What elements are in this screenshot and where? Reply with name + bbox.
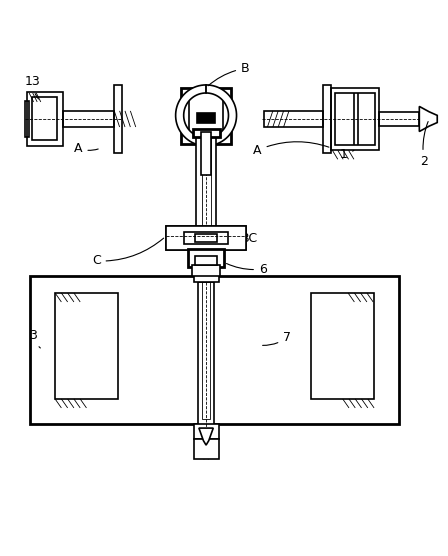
Bar xyxy=(63,111,114,127)
Text: 7: 7 xyxy=(263,331,291,345)
Bar xyxy=(188,249,224,267)
Text: A: A xyxy=(74,142,98,155)
Bar xyxy=(335,93,375,145)
Bar xyxy=(27,92,63,146)
Bar xyxy=(181,88,231,143)
Bar xyxy=(55,293,118,399)
Bar xyxy=(323,86,331,152)
Text: 2: 2 xyxy=(420,122,428,168)
Bar xyxy=(195,234,217,242)
Bar xyxy=(166,226,246,250)
Polygon shape xyxy=(199,428,213,445)
Bar xyxy=(114,86,122,152)
Bar xyxy=(30,276,399,424)
Bar xyxy=(184,232,228,245)
Bar xyxy=(194,424,219,439)
Bar xyxy=(166,226,246,250)
Bar xyxy=(331,88,379,150)
Bar xyxy=(193,129,220,137)
Text: A: A xyxy=(253,142,329,157)
Bar xyxy=(196,137,216,237)
Text: 6: 6 xyxy=(227,262,267,276)
Bar xyxy=(25,101,29,137)
Text: C: C xyxy=(92,238,164,267)
Bar xyxy=(198,281,214,428)
Bar xyxy=(195,256,217,265)
Bar xyxy=(189,91,223,139)
Polygon shape xyxy=(176,85,206,146)
Bar xyxy=(192,265,220,276)
Text: 3: 3 xyxy=(29,329,40,348)
Text: 13: 13 xyxy=(25,75,40,99)
Bar xyxy=(32,97,57,141)
Bar xyxy=(197,113,215,122)
Bar xyxy=(311,293,374,399)
Text: 1: 1 xyxy=(340,148,354,161)
Bar xyxy=(202,137,211,237)
Bar xyxy=(194,439,219,459)
Bar xyxy=(201,132,211,175)
Text: B: B xyxy=(208,62,250,86)
Polygon shape xyxy=(419,106,437,132)
Bar xyxy=(194,266,219,281)
Bar xyxy=(202,281,210,419)
Text: BC: BC xyxy=(226,231,258,245)
Bar xyxy=(264,111,323,127)
Bar xyxy=(379,112,419,126)
Polygon shape xyxy=(206,85,237,146)
